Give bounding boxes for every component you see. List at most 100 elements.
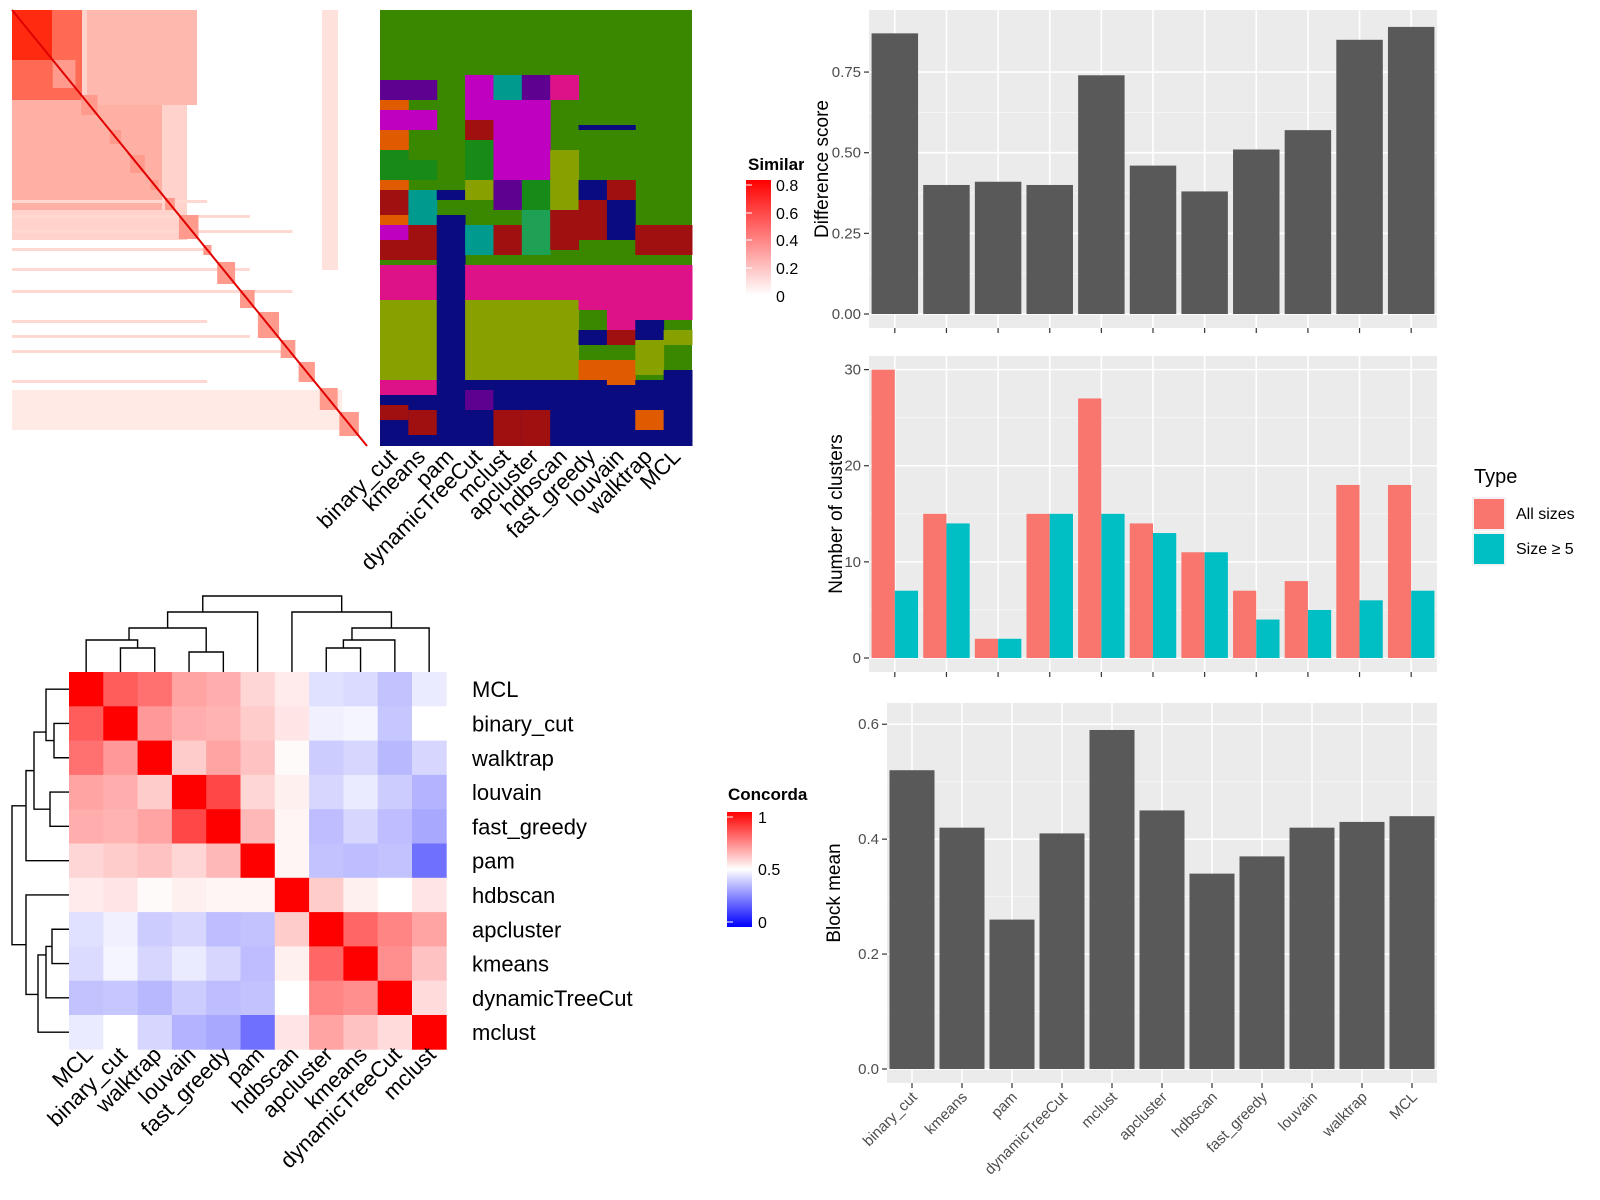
- membership-cell: [521, 210, 551, 255]
- concordance-cell: [240, 843, 276, 879]
- concordance-cell: [309, 946, 344, 982]
- membership-cell: [408, 225, 438, 260]
- membership-cell: [521, 180, 551, 210]
- membership-cell: [380, 80, 409, 100]
- concordance-cell: [137, 1015, 173, 1050]
- bar: [1181, 191, 1228, 314]
- cluster-type-legend: Type All sizes Size ≥ 5: [1472, 466, 1575, 566]
- bar-all-sizes: [923, 513, 947, 658]
- membership-cell: [550, 300, 580, 380]
- bar-all-sizes: [1284, 581, 1308, 658]
- concordance-cell: [103, 843, 138, 879]
- concordance-row-label: pam: [472, 849, 515, 874]
- bar: [889, 770, 935, 1069]
- cluster-membership-panel: [380, 10, 693, 446]
- dendrogram-branch: [45, 688, 69, 742]
- concordance-cell: [69, 877, 104, 913]
- membership-cell: [663, 225, 693, 255]
- similarity-legend-bar: [746, 180, 771, 295]
- membership-cell: [521, 410, 551, 446]
- similarity-blocks: [11, 9, 368, 447]
- concordance-cell: [377, 843, 413, 879]
- concordance-cell: [103, 740, 138, 776]
- concordance-cell: [103, 774, 138, 810]
- membership-cell: [578, 180, 608, 200]
- legend-tick-label: 0.6: [776, 206, 798, 223]
- legend-tick-label: 1: [758, 810, 767, 827]
- membership-cell: [663, 330, 693, 345]
- dendrogram-branch: [119, 647, 156, 672]
- concordance-cell: [206, 946, 241, 982]
- bar-all-sizes: [1026, 513, 1050, 658]
- concordance-cell: [343, 980, 379, 1016]
- concordance-cell: [377, 774, 413, 810]
- bar: [1139, 810, 1185, 1069]
- concordance-cell: [343, 706, 379, 741]
- membership-cell: [606, 385, 636, 446]
- x-category-label: mclust: [1078, 1088, 1121, 1131]
- bar-size-ge-5: [894, 590, 919, 658]
- dendrogram-branch: [351, 627, 430, 672]
- dendrogram-branch: [37, 954, 69, 1033]
- membership-cell: [635, 265, 665, 320]
- bar-all-sizes: [1387, 484, 1412, 658]
- similarity-streak: [12, 248, 208, 251]
- concordance-cell: [343, 946, 379, 982]
- concordance-cell: [309, 843, 344, 879]
- method-labels: binary_cutkmeanspamdynamicTreeCutmclusta…: [312, 444, 685, 575]
- bar: [871, 33, 919, 315]
- concordance-cells: [69, 672, 447, 1050]
- concordance-cell: [412, 912, 447, 947]
- y-axis-title: Difference score: [812, 100, 833, 238]
- bar-size-ge-5: [1411, 590, 1435, 658]
- bar-size-ge-5: [1204, 552, 1228, 658]
- bar: [1129, 165, 1177, 314]
- membership-cell: [663, 265, 693, 320]
- concordance-cell: [137, 912, 173, 947]
- membership-cell: [380, 190, 409, 215]
- bar-all-sizes: [974, 638, 999, 658]
- concordance-cell: [240, 706, 276, 741]
- concordance-cell: [309, 1015, 344, 1050]
- membership-cell: [380, 380, 409, 395]
- concordance-row-label: MCL: [472, 677, 518, 702]
- concordance-cell: [137, 843, 173, 879]
- similarity-streak: [12, 230, 293, 233]
- concordance-cell: [309, 912, 344, 947]
- y-tick-label: 0.6: [858, 716, 879, 733]
- concordance-cell: [171, 912, 207, 947]
- concordance-cell: [240, 809, 276, 844]
- similarity-legend: Similarity 0.8 0.6 0.4 0.2 0: [746, 155, 804, 306]
- bar-all-sizes: [871, 369, 895, 658]
- y-tick-label: 0.2: [858, 946, 879, 963]
- concordance-row-label: dynamicTreeCut: [472, 986, 633, 1011]
- legend-tick-label: 0.8: [776, 178, 798, 195]
- concordance-cell: [206, 843, 241, 879]
- legend-tick-label: 0: [758, 915, 767, 932]
- concordance-cell: [137, 980, 173, 1016]
- bar: [1284, 130, 1332, 314]
- concordance-cell: [103, 1015, 138, 1050]
- legend-tick-label: 0.4: [776, 233, 798, 250]
- concordance-cell: [377, 809, 413, 844]
- membership-cell: [578, 200, 608, 240]
- concordance-cell: [274, 672, 310, 707]
- concordance-cell: [412, 877, 447, 913]
- concordance-cell: [240, 877, 276, 913]
- x-category-label: louvain: [1275, 1089, 1321, 1135]
- dendrogram-branch: [291, 611, 393, 672]
- membership-cell: [380, 225, 409, 240]
- concordance-cell: [412, 706, 447, 741]
- concordance-row-label: mclust: [472, 1020, 536, 1045]
- concordance-cell: [69, 809, 104, 844]
- bar-size-ge-5: [1359, 600, 1383, 658]
- membership-cells: [380, 75, 693, 446]
- similarity-streak: [12, 200, 208, 203]
- membership-cell: [606, 330, 636, 345]
- bar-size-ge-5: [1049, 513, 1073, 658]
- concordance-cell: [274, 740, 310, 776]
- membership-cell: [408, 410, 438, 435]
- concordance-cell: [171, 843, 207, 879]
- dendrogram-branch: [45, 945, 69, 999]
